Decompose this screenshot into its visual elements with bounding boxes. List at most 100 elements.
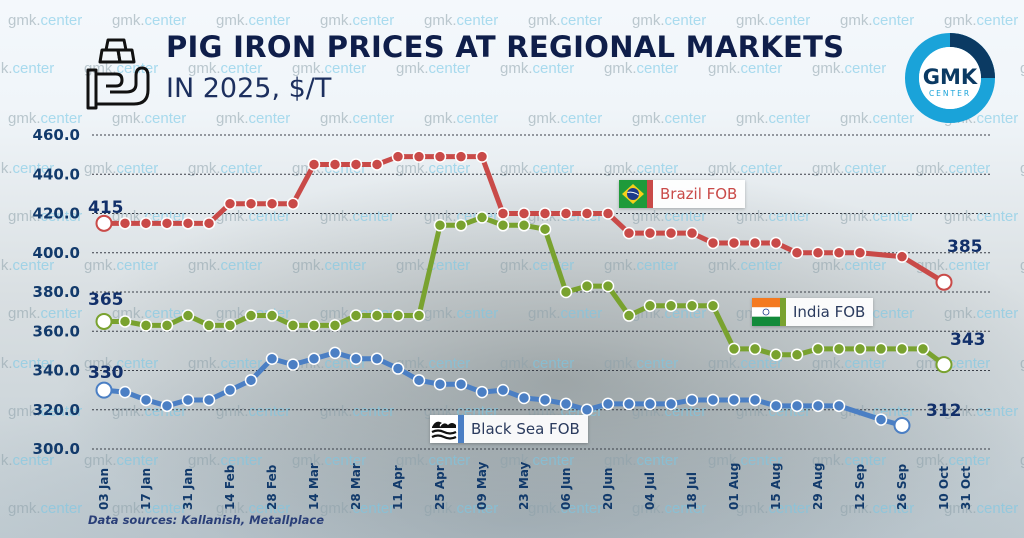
data-point [685, 299, 699, 312]
logo-text: GMK [923, 65, 978, 89]
data-point [790, 399, 804, 413]
legend-india-label: India FOB [793, 303, 866, 321]
data-point [412, 309, 426, 322]
data-point [935, 273, 953, 291]
data-point [622, 309, 636, 322]
data-point [601, 207, 615, 220]
data-point [370, 158, 384, 171]
chart-subtitle: IN 2025, $/T [166, 73, 332, 104]
y-tick-label: 300.0 [33, 440, 80, 458]
x-tick-label: 09 May [475, 461, 489, 510]
x-tick-label: 20 Jun [601, 468, 615, 510]
data-point [202, 393, 216, 407]
series-black-sea-fob [95, 346, 911, 434]
x-tick-label: 23 May [517, 461, 531, 510]
data-point [349, 309, 363, 322]
x-tick-label: 31 Oct [959, 466, 973, 510]
y-tick-label: 460.0 [33, 126, 80, 144]
data-point [160, 217, 174, 230]
data-point [580, 403, 594, 416]
data-point [748, 342, 762, 356]
data-point [706, 393, 720, 407]
x-tick-label: 10 Oct [937, 466, 951, 510]
data-point [517, 391, 531, 405]
data-point [874, 413, 888, 426]
data-point [223, 197, 237, 210]
waves-icon [430, 415, 458, 443]
data-point [895, 342, 909, 356]
data-point [874, 342, 888, 356]
data-point [811, 342, 825, 356]
data-point [643, 397, 657, 411]
data-point [580, 279, 594, 293]
data-point [160, 399, 174, 413]
black-sea-start-label: 330 [88, 363, 124, 383]
legend-brazil-label: Brazil FOB [660, 185, 738, 203]
black-sea-end-label: 312 [926, 401, 962, 421]
data-point [811, 246, 825, 259]
data-point [727, 393, 741, 407]
data-point [832, 399, 846, 413]
data-point [412, 150, 426, 163]
data-point [559, 397, 573, 411]
data-point [559, 207, 573, 220]
data-point [769, 236, 783, 250]
data-point [454, 377, 468, 391]
data-point [496, 383, 510, 397]
data-point [286, 319, 300, 332]
data-point [706, 236, 720, 250]
data-point [895, 250, 909, 263]
data-point [265, 309, 279, 322]
data-point [95, 381, 113, 399]
legend-black-sea-label: Black Sea FOB [471, 420, 580, 438]
data-point [95, 214, 113, 232]
data-point [559, 285, 573, 299]
data-point [916, 342, 930, 356]
data-source-note: Data sources: Kallanish, Metallplace [88, 513, 325, 527]
data-point [664, 397, 678, 411]
data-point [538, 222, 552, 236]
data-point [727, 236, 741, 250]
data-point [893, 416, 911, 434]
data-point [601, 279, 615, 293]
logo-subtext: CENTER [929, 89, 971, 98]
data-point [370, 309, 384, 322]
x-tick-label: 14 Feb [223, 464, 237, 510]
data-point [475, 150, 489, 163]
data-point [664, 299, 678, 312]
x-tick-label: 31 Jan [181, 468, 195, 510]
legend-india: India FOB [752, 298, 874, 326]
data-point [349, 352, 363, 365]
x-tick-label: 18 Jul [685, 472, 699, 510]
data-point [307, 352, 321, 365]
data-point [328, 319, 342, 332]
data-point [118, 385, 132, 399]
data-point [664, 226, 678, 240]
data-point [706, 299, 720, 312]
legend-brazil: Brazil FOB [619, 180, 746, 208]
data-point [475, 385, 489, 399]
x-tick-label: 29 Aug [811, 463, 825, 510]
data-point [433, 150, 447, 163]
data-point [538, 393, 552, 407]
y-axis: 300.0 320.0 340.0 360.0 380.0 400.0 420.0 440.0… [33, 126, 80, 458]
y-tick-label: 320.0 [33, 401, 80, 419]
data-point [391, 309, 405, 322]
x-tick-label: 25 Apr [433, 465, 447, 510]
data-point [832, 246, 846, 259]
data-point [286, 358, 300, 371]
brazil-start-label: 415 [88, 198, 124, 218]
x-tick-label: 28 Feb [265, 464, 279, 510]
data-point [223, 319, 237, 332]
data-point [202, 217, 216, 230]
x-tick-label: 28 Mar [349, 463, 363, 510]
data-point [265, 197, 279, 210]
data-point [935, 356, 953, 374]
data-point [580, 207, 594, 220]
ingot-hand-icon [86, 38, 150, 110]
data-point [433, 219, 447, 232]
data-point [475, 211, 489, 224]
x-tick-label: 15 Aug [769, 463, 783, 510]
y-tick-label: 400.0 [33, 244, 80, 262]
